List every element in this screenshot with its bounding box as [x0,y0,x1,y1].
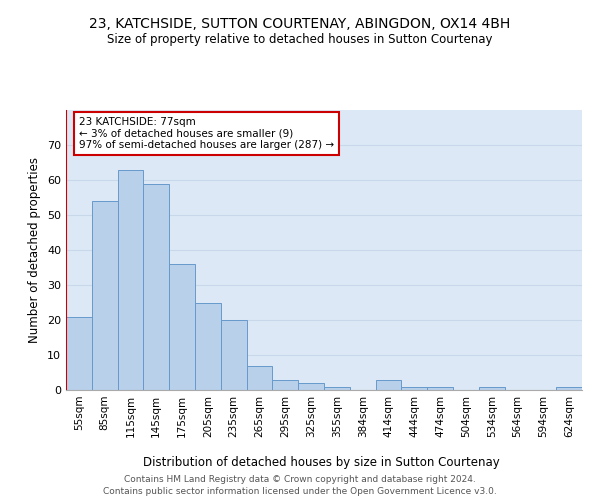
Bar [118,170,143,390]
Bar [92,201,118,390]
Bar [427,386,453,390]
Text: Contains HM Land Registry data © Crown copyright and database right 2024.: Contains HM Land Registry data © Crown c… [124,474,476,484]
Bar [401,386,427,390]
Bar [66,316,92,390]
Bar [143,184,169,390]
Bar [324,386,350,390]
Bar [298,383,324,390]
Bar [479,386,505,390]
Bar [221,320,247,390]
Text: Size of property relative to detached houses in Sutton Courtenay: Size of property relative to detached ho… [107,32,493,46]
Text: 23, KATCHSIDE, SUTTON COURTENAY, ABINGDON, OX14 4BH: 23, KATCHSIDE, SUTTON COURTENAY, ABINGDO… [89,18,511,32]
Text: Distribution of detached houses by size in Sutton Courtenay: Distribution of detached houses by size … [143,456,499,469]
Bar [195,302,221,390]
Text: Contains public sector information licensed under the Open Government Licence v3: Contains public sector information licen… [103,486,497,496]
Text: 23 KATCHSIDE: 77sqm
← 3% of detached houses are smaller (9)
97% of semi-detached: 23 KATCHSIDE: 77sqm ← 3% of detached hou… [79,117,334,150]
Bar [556,386,582,390]
Bar [169,264,195,390]
Bar [247,366,272,390]
Y-axis label: Number of detached properties: Number of detached properties [28,157,41,343]
Bar [272,380,298,390]
Bar [376,380,401,390]
